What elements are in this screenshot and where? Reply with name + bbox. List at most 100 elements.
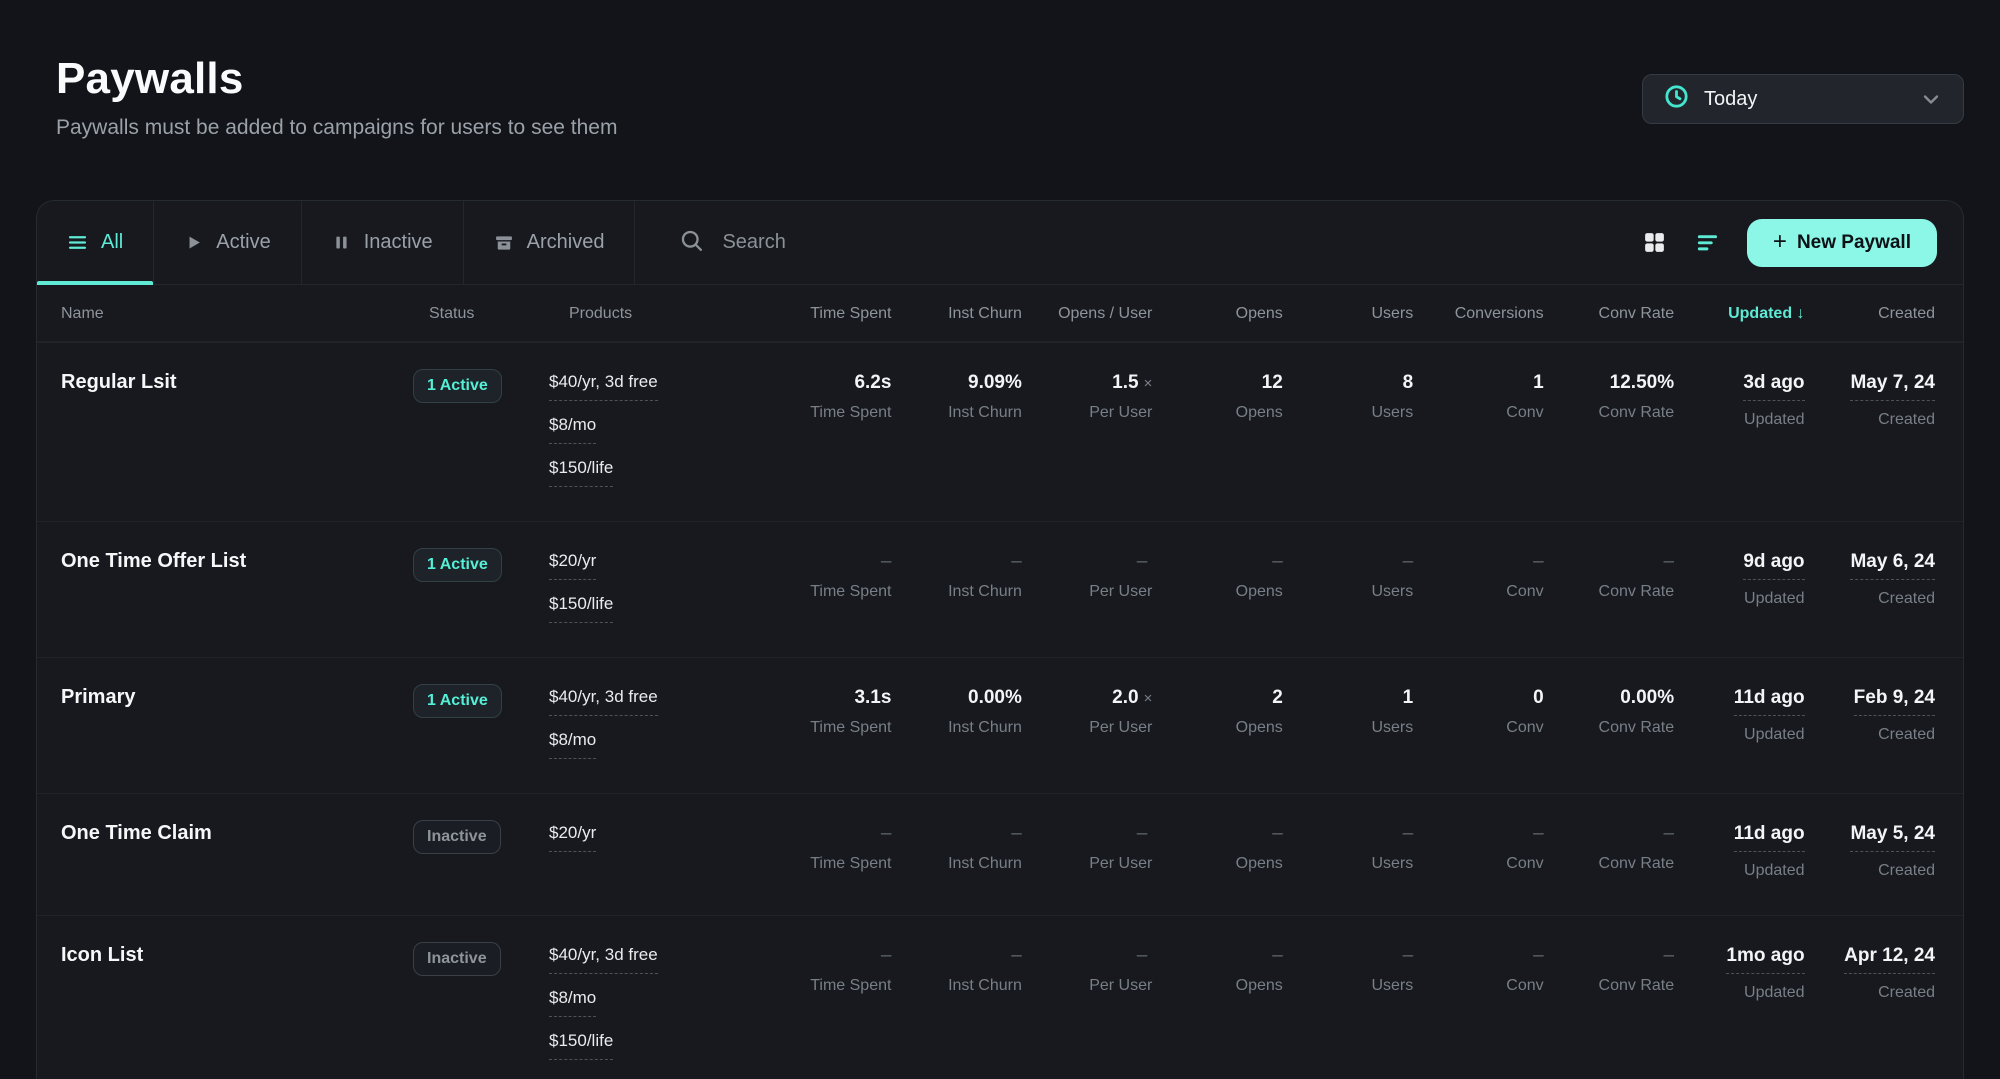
multiply-suffix: × (1143, 375, 1153, 392)
tab-label: Archived (526, 231, 605, 253)
new-paywall-label: New Paywall (1796, 231, 1911, 253)
tab-archived[interactable]: Archived (464, 201, 636, 284)
stat-inst-churn: – Inst Churn (948, 551, 1022, 600)
product-price[interactable]: $8/mo (549, 730, 597, 759)
tab-label: All (101, 231, 124, 253)
product-price[interactable]: $150/life (549, 1031, 614, 1060)
products-cell: $20/yr $150/life (549, 548, 761, 637)
product-price[interactable]: $40/yr, 3d free (549, 372, 658, 401)
stat-conversions: – Conv (1506, 945, 1544, 994)
page-title: Paywalls (56, 54, 244, 103)
status-cell: 1 Active (413, 684, 549, 773)
stat-updated: 9d ago Updated (1743, 551, 1805, 607)
multiply-suffix: × (1143, 690, 1153, 707)
table-row[interactable]: Regular Lsit 1 Active $40/yr, 3d free $8… (37, 342, 1963, 521)
col-conv-rate[interactable]: Conv Rate (1598, 305, 1675, 322)
stat-conv-rate: 12.50% Conv Rate (1598, 372, 1675, 421)
status-badge: Inactive (413, 820, 501, 854)
page-header-left: Paywalls Paywalls must be added to campa… (36, 54, 617, 140)
col-opens[interactable]: Opens (1235, 305, 1283, 322)
stat-conv-rate: – Conv Rate (1598, 823, 1675, 872)
stat-conversions: 1 Conv (1506, 372, 1544, 421)
tab-all[interactable]: All (37, 201, 155, 285)
col-time-spent[interactable]: Time Spent (810, 305, 892, 322)
product-price[interactable]: $40/yr, 3d free (549, 945, 658, 974)
product-price[interactable]: $150/life (549, 458, 614, 487)
status-badge: 1 Active (413, 369, 502, 403)
status-cell: 1 Active (413, 369, 549, 501)
stat-opens: 12 Opens (1235, 372, 1283, 421)
tab-inactive[interactable]: Inactive (302, 201, 464, 284)
col-updated-sorted[interactable]: Updated ↓ (1674, 305, 1804, 323)
stat-conversions: 0 Conv (1506, 687, 1544, 736)
products-cell: $40/yr, 3d free $8/mo $150/life (549, 942, 761, 1074)
search-bar (635, 201, 1632, 284)
product-price[interactable]: $20/yr (549, 551, 597, 580)
page-subtitle: Paywalls must be added to campaigns for … (56, 116, 618, 139)
products-cell: $40/yr, 3d free $8/mo (549, 684, 761, 773)
page-header: Paywalls Paywalls must be added to campa… (0, 0, 2000, 140)
paywalls-card: All Active Inactive Archived (36, 200, 1964, 1079)
product-price[interactable]: $150/life (549, 594, 614, 623)
stat-opens-per-user: – Per User (1089, 823, 1153, 872)
col-opens-user[interactable]: Opens / User (1058, 305, 1153, 322)
stat-time-spent: – Time Spent (810, 945, 892, 994)
search-input[interactable] (722, 231, 1632, 254)
stat-users: – Users (1371, 823, 1414, 872)
paywall-name[interactable]: Primary (61, 686, 136, 708)
stat-created: Feb 9, 24 Created (1853, 687, 1935, 743)
paywall-name[interactable]: Icon List (61, 944, 144, 966)
stat-conv-rate: 0.00% Conv Rate (1598, 687, 1675, 736)
pause-icon (332, 233, 351, 252)
col-products[interactable]: Products (569, 305, 633, 322)
stat-opens-per-user: 1.5 × Per User (1089, 372, 1153, 421)
status-badge: Inactive (413, 942, 501, 976)
table-row[interactable]: One Time Claim Inactive $20/yr – Time Sp… (37, 793, 1963, 915)
date-filter-label: Today (1704, 87, 1758, 110)
col-created[interactable]: Created (1878, 305, 1935, 322)
table-row[interactable]: Primary 1 Active $40/yr, 3d free $8/mo 3… (37, 657, 1963, 793)
stat-users: 1 Users (1371, 687, 1414, 736)
archive-icon (494, 233, 514, 253)
stat-time-spent: – Time Spent (810, 551, 892, 600)
stat-opens: – Opens (1235, 945, 1283, 994)
table-row[interactable]: Icon List Inactive $40/yr, 3d free $8/mo… (37, 915, 1963, 1079)
product-price[interactable]: $8/mo (549, 988, 597, 1017)
clock-icon (1663, 83, 1690, 115)
col-conversions[interactable]: Conversions (1454, 305, 1544, 322)
stat-users: – Users (1371, 945, 1414, 994)
table-row[interactable]: One Time Offer List 1 Active $20/yr $150… (37, 521, 1963, 657)
stat-opens: 2 Opens (1235, 687, 1283, 736)
col-name[interactable]: Name (61, 305, 104, 322)
sort-arrow-down-icon: ↓ (1796, 305, 1805, 322)
stat-updated: 3d ago Updated (1743, 372, 1805, 428)
paywall-name[interactable]: Regular Lsit (61, 371, 177, 393)
stat-inst-churn: – Inst Churn (948, 823, 1022, 872)
list-view-button[interactable] (1695, 230, 1721, 256)
stat-users: 8 Users (1371, 372, 1414, 421)
product-price[interactable]: $40/yr, 3d free (549, 687, 658, 716)
status-badge: 1 Active (413, 684, 502, 718)
paywall-name[interactable]: One Time Offer List (61, 550, 247, 572)
stat-time-spent: – Time Spent (810, 823, 892, 872)
product-price[interactable]: $8/mo (549, 415, 597, 444)
col-inst-churn[interactable]: Inst Churn (948, 305, 1022, 322)
stat-users: – Users (1371, 551, 1414, 600)
stat-created: May 5, 24 Created (1850, 823, 1935, 879)
col-updated-label: Updated (1728, 305, 1793, 322)
stat-conversions: – Conv (1506, 551, 1544, 600)
stat-opens-per-user: 2.0 × Per User (1089, 687, 1153, 736)
date-filter-dropdown[interactable]: Today (1642, 74, 1964, 124)
search-icon (679, 228, 704, 258)
col-users[interactable]: Users (1371, 305, 1414, 322)
new-paywall-button[interactable]: + New Paywall (1746, 218, 1937, 267)
grid-view-button[interactable] (1642, 230, 1667, 255)
paywall-name[interactable]: One Time Claim (61, 822, 212, 844)
products-cell: $40/yr, 3d free $8/mo $150/life (549, 369, 761, 501)
product-price[interactable]: $20/yr (549, 823, 597, 852)
stat-conv-rate: – Conv Rate (1598, 945, 1675, 994)
tab-active[interactable]: Active (154, 201, 302, 284)
stat-inst-churn: 9.09% Inst Churn (948, 372, 1022, 421)
col-status[interactable]: Status (429, 305, 475, 322)
stat-created: Apr 12, 24 Created (1844, 945, 1935, 1001)
